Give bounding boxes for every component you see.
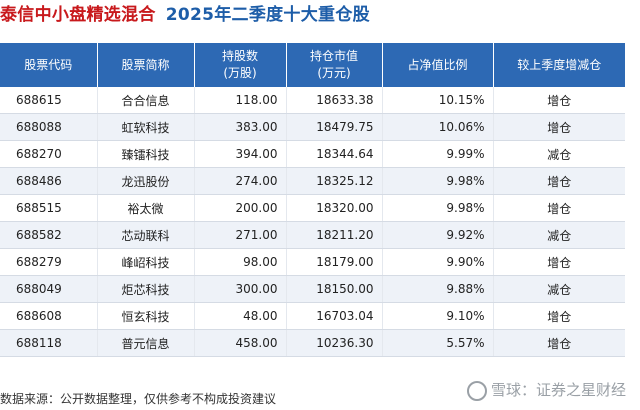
page-title: 泰信中小盘精选混合 2025年二季度十大重仓股 <box>0 0 370 30</box>
col-header-shares: 持股数 (万股) <box>194 43 287 87</box>
cell-value: 10236.30 <box>286 329 383 357</box>
cell-code: 688486 <box>0 167 98 195</box>
cell-code: 688582 <box>0 221 98 249</box>
snowball-logo-icon <box>466 380 487 401</box>
cell-ratio: 9.88% <box>382 275 494 303</box>
cell-name: 合合信息 <box>97 87 195 114</box>
cell-value: 18320.00 <box>286 194 383 222</box>
cell-shares: 300.00 <box>194 275 287 303</box>
cell-value: 18150.00 <box>286 275 383 303</box>
cell-name: 虹软科技 <box>97 113 195 141</box>
cell-value: 18344.64 <box>286 140 383 168</box>
cell-shares: 394.00 <box>194 140 287 168</box>
data-source-note: 数据来源：公开数据整理，仅供参考不构成投资建议 <box>0 392 277 406</box>
table-row: 688270 臻镭科技 394.00 18344.64 9.99% 减仓 <box>0 140 625 168</box>
cell-code: 688608 <box>0 302 98 330</box>
cell-name: 炬芯科技 <box>97 275 195 303</box>
cell-shares: 48.00 <box>194 302 287 330</box>
report-subtitle: 2025年二季度十大重仓股 <box>165 5 370 25</box>
cell-ratio: 10.06% <box>382 113 494 141</box>
cell-value: 18479.75 <box>286 113 383 141</box>
cell-code: 688118 <box>0 329 98 357</box>
table-row: 688118 普元信息 458.00 10236.30 5.57% 增仓 <box>0 329 625 357</box>
cell-code: 688615 <box>0 87 98 114</box>
cell-code: 688088 <box>0 113 98 141</box>
table-row: 688486 龙迅股份 274.00 18325.12 9.98% 增仓 <box>0 167 625 195</box>
table-header-row: 股票代码 股票简称 持股数 (万股) 持仓市值 (万元) 占净值比例 较上季度增减仓 <box>0 43 625 87</box>
col-header-shares-title: 持股数 <box>221 49 258 63</box>
holdings-body: 688615 合合信息 118.00 18633.38 10.15% 增仓 688088 虹软… <box>0 87 625 357</box>
cell-code: 688279 <box>0 248 98 276</box>
cell-value: 16703.04 <box>286 302 383 330</box>
cell-code: 688270 <box>0 140 98 168</box>
col-header-value-unit: (万元) <box>317 66 351 80</box>
table-row: 688615 合合信息 118.00 18633.38 10.15% 增仓 <box>0 87 625 114</box>
cell-change: 减仓 <box>493 140 625 168</box>
cell-code: 688515 <box>0 194 98 222</box>
col-header-shares-unit: (万股) <box>223 66 257 80</box>
cell-code: 688049 <box>0 275 98 303</box>
cell-change: 增仓 <box>493 167 625 195</box>
col-header-value-title: 持仓市值 <box>309 49 358 63</box>
col-header-change: 较上季度增减仓 <box>493 43 625 87</box>
cell-name: 芯动联科 <box>97 221 195 249</box>
col-header-ratio: 占净值比例 <box>382 43 494 87</box>
cell-value: 18211.20 <box>286 221 383 249</box>
cell-ratio: 9.99% <box>382 140 494 168</box>
cell-change: 减仓 <box>493 275 625 303</box>
col-header-code: 股票代码 <box>0 43 98 87</box>
cell-name: 裕太微 <box>97 194 195 222</box>
col-header-name: 股票简称 <box>97 43 195 87</box>
cell-ratio: 10.15% <box>382 87 494 114</box>
table-row: 688515 裕太微 200.00 18320.00 9.98% 增仓 <box>0 194 625 222</box>
cell-change: 增仓 <box>493 113 625 141</box>
cell-name: 龙迅股份 <box>97 167 195 195</box>
cell-change: 增仓 <box>493 194 625 222</box>
cell-value: 18633.38 <box>286 87 383 114</box>
cell-shares: 200.00 <box>194 194 287 222</box>
cell-value: 18325.12 <box>286 167 383 195</box>
cell-ratio: 5.57% <box>382 329 494 357</box>
cell-name: 臻镭科技 <box>97 140 195 168</box>
table-row: 688088 虹软科技 383.00 18479.75 10.06% 增仓 <box>0 113 625 141</box>
col-header-value: 持仓市值 (万元) <box>286 43 383 87</box>
cell-change: 增仓 <box>493 329 625 357</box>
cell-change: 减仓 <box>493 221 625 249</box>
cell-ratio: 9.90% <box>382 248 494 276</box>
cell-change: 增仓 <box>493 87 625 114</box>
holdings-table: 股票代码 股票简称 持股数 (万股) 持仓市值 (万元) 占净值比例 较上季度增减仓… <box>0 43 625 357</box>
table-row: 688582 芯动联科 271.00 18211.20 9.92% 减仓 <box>0 221 625 249</box>
cell-shares: 118.00 <box>194 87 287 114</box>
cell-ratio: 9.98% <box>382 194 494 222</box>
cell-shares: 271.00 <box>194 221 287 249</box>
table-row: 688049 炬芯科技 300.00 18150.00 9.88% 减仓 <box>0 275 625 303</box>
cell-shares: 274.00 <box>194 167 287 195</box>
cell-change: 增仓 <box>493 248 625 276</box>
cell-name: 峰岹科技 <box>97 248 195 276</box>
cell-value: 18179.00 <box>286 248 383 276</box>
cell-name: 恒玄科技 <box>97 302 195 330</box>
watermark-brand: 雪球：证券之星财经 <box>466 379 626 401</box>
cell-shares: 383.00 <box>194 113 287 141</box>
cell-shares: 98.00 <box>194 248 287 276</box>
cell-change: 增仓 <box>493 302 625 330</box>
cell-name: 普元信息 <box>97 329 195 357</box>
table-row: 688608 恒玄科技 48.00 16703.04 9.10% 增仓 <box>0 302 625 330</box>
cell-ratio: 9.98% <box>382 167 494 195</box>
cell-ratio: 9.10% <box>382 302 494 330</box>
brand-text: 雪球：证券之星财经 <box>490 381 626 399</box>
cell-shares: 458.00 <box>194 329 287 357</box>
cell-ratio: 9.92% <box>382 221 494 249</box>
fund-name: 泰信中小盘精选混合 <box>0 5 156 25</box>
table-row: 688279 峰岹科技 98.00 18179.00 9.90% 增仓 <box>0 248 625 276</box>
